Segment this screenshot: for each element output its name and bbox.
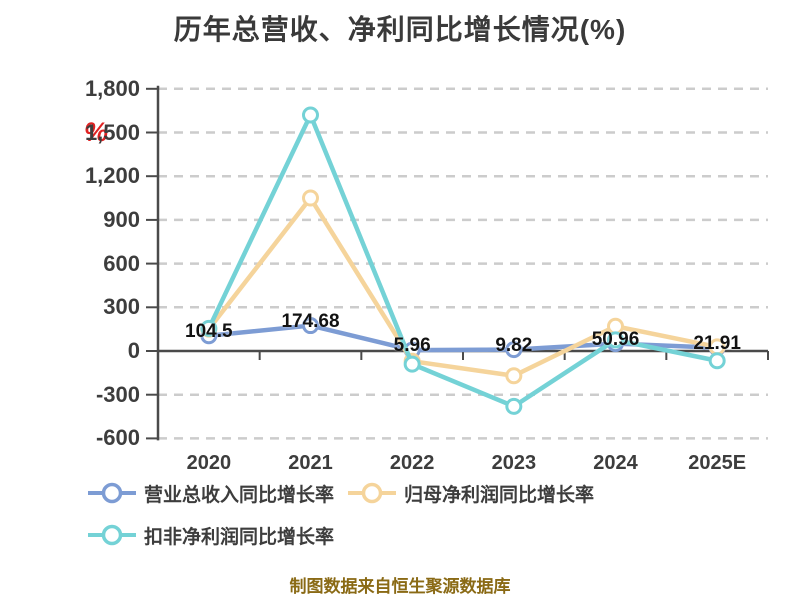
y-tick-label: 1,200 [84,163,140,189]
y-tick-label: -600 [95,425,140,451]
data-point-label: 21.91 [693,332,741,354]
data-point [607,331,624,349]
y-tick-label: 1,500 [84,119,140,145]
data-point [403,355,421,373]
chart-title: 历年总营收、净利同比增长情况(%) [173,14,627,45]
y-tick-label: 0 [127,338,140,363]
legend-label: 扣非净利润同比增长率 [144,526,335,548]
data-point [505,397,523,415]
x-tick-label: 2023 [491,452,537,474]
legend-marker-line-icon [88,482,136,504]
legend-label: 归母净利润同比增长率 [404,484,595,506]
legend-item-net-profit-growth: 归母净利润同比增长率 [348,480,594,506]
legend-item-revenue-growth: 营业总收入同比增长率 [88,480,334,506]
y-tick-label: 300 [103,294,140,320]
y-axis-unit-percent: % [84,117,109,147]
x-tick-label: 2025E [688,452,747,474]
data-point [200,319,218,337]
x-tick-label: 2022 [389,452,435,474]
y-tick-label: 1,800 [84,75,140,101]
legend-item-deducted-net-profit-growth: 扣非净利润同比增长率 [88,522,334,548]
y-tick-label: 600 [103,250,140,276]
data-point [505,367,523,385]
data-point [505,341,523,359]
y-tick-label: -300 [95,381,140,407]
data-source-caption: 制图数据来自恒生聚源数据库 [289,577,511,596]
legend-marker-line-icon [348,482,396,504]
data-point [302,189,319,207]
data-point [302,317,319,335]
series-line-2 [206,112,720,409]
legend-label: 营业总收入同比增长率 [144,484,335,506]
data-point-label: 104.5 [185,320,233,342]
x-tick-label: 2021 [288,452,333,474]
data-point [708,352,726,370]
data-point [302,106,319,124]
data-point-label: 5.96 [393,335,431,357]
data-point-label: 174.68 [281,310,340,332]
x-tick-label: 2020 [186,452,232,474]
data-point-label: 50.96 [591,328,640,350]
legend-marker-line-icon [88,524,136,546]
series-line-1 [206,195,720,379]
y-tick-label: 900 [103,206,140,232]
x-tick-label: 2024 [593,452,638,474]
data-point-label: 9.82 [495,334,533,356]
